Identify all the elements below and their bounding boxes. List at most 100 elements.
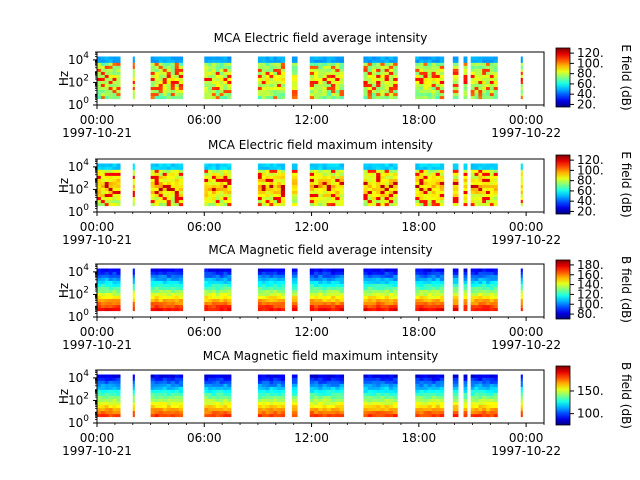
spectrogram-cell [257, 298, 263, 303]
spectrogram-cell [257, 392, 263, 396]
spectrogram-cell [269, 187, 274, 191]
spectrogram-cell [269, 196, 274, 201]
spectrogram-cell [439, 413, 445, 418]
spectrogram-cell [104, 184, 109, 188]
spectrogram-cell [208, 187, 213, 191]
spectrogram-cell [291, 184, 298, 188]
spectrogram-cell [520, 65, 523, 69]
spectrogram-cell [257, 193, 263, 198]
spectrogram-cell [150, 383, 155, 387]
spectrogram-cell [97, 274, 102, 278]
spectrogram-cell [463, 398, 468, 402]
spectrogram-cell [158, 395, 164, 399]
spectrogram-cell [380, 283, 385, 287]
spectrogram-cell [482, 68, 487, 72]
spectrogram-cell [158, 187, 164, 191]
spectrogram-cell [219, 298, 224, 303]
spectrogram-cell [423, 193, 428, 198]
spectrogram-cell [280, 202, 286, 207]
spectrogram-cell [520, 410, 523, 415]
panel-title: MCA Magnetic field maximum intensity [203, 349, 439, 363]
spectrogram-cell [154, 274, 159, 278]
spectrogram-cell [215, 392, 220, 396]
spectrogram-cell [112, 163, 117, 167]
spectrogram-cell [273, 304, 278, 309]
spectrogram-cell [326, 392, 332, 396]
spectrogram-cell [339, 380, 345, 384]
spectrogram-cell [318, 184, 323, 188]
spectrogram-cell [478, 407, 483, 412]
data-segment [520, 374, 523, 418]
y-tick-label: 102 [68, 285, 89, 301]
spectrogram-cell [482, 392, 487, 396]
spectrogram-cell [486, 71, 491, 75]
spectrogram-cell [384, 304, 390, 309]
spectrogram-cell [227, 301, 232, 306]
spectrogram-cell [363, 68, 368, 72]
spectrogram-cell [154, 283, 159, 287]
spectrogram-cell [520, 407, 523, 412]
spectrogram-cell [478, 62, 483, 66]
spectrogram-cell [384, 86, 390, 91]
spectrogram-cell [174, 383, 180, 387]
spectrogram-cell [219, 392, 224, 396]
spectrogram-cell [215, 398, 220, 402]
spectrogram-cell [415, 86, 420, 91]
y-axis-label: Hz [57, 283, 71, 298]
spectrogram-cell [489, 178, 494, 182]
spectrogram-cell [463, 377, 468, 381]
spectrogram-cell [273, 407, 278, 412]
spectrogram-cell [280, 169, 286, 173]
spectrogram-cell [318, 292, 323, 296]
spectrogram-cell [388, 59, 394, 63]
spectrogram-cell [178, 295, 184, 300]
spectrogram-cell [371, 184, 377, 188]
spectrogram-cell [223, 193, 228, 198]
spectrogram-cell [314, 386, 319, 390]
spectrogram-cell [384, 407, 390, 412]
data-segment [415, 268, 445, 312]
spectrogram-cell [331, 163, 336, 167]
spectrogram-cell [376, 74, 381, 78]
spectrogram-cell [435, 401, 441, 406]
spectrogram-cell [215, 292, 220, 296]
spectrogram-cell [478, 298, 483, 303]
spectrogram-cell [273, 196, 278, 201]
spectrogram-cell [482, 169, 487, 173]
spectrogram-cell [419, 71, 424, 75]
spectrogram-cell [166, 163, 172, 167]
spectrogram-cell [493, 187, 498, 191]
spectrogram-cell [431, 292, 436, 296]
spectrogram-cell [273, 169, 278, 173]
spectrogram-cell [108, 277, 113, 281]
spectrogram-cell [170, 172, 176, 176]
spectrogram-cell [219, 199, 224, 204]
spectrogram-cell [318, 374, 323, 378]
spectrogram-cell [257, 181, 263, 185]
spectrogram-cell [393, 377, 398, 381]
spectrogram-cell [314, 374, 319, 378]
spectrogram-cell [204, 277, 209, 281]
spectrogram-cell [116, 190, 121, 195]
spectrogram-cell [208, 68, 213, 72]
spectrogram-cell [100, 178, 106, 182]
spectrogram-cell [435, 193, 441, 198]
spectrogram-cell [219, 404, 224, 409]
spectrogram-cell [314, 199, 319, 204]
spectrogram-cell [257, 74, 263, 78]
spectrogram-cell [367, 271, 373, 275]
spectrogram-cell [493, 71, 498, 75]
spectrogram-cell [489, 410, 494, 415]
spectrogram-cell [388, 386, 394, 390]
spectrogram-cell [174, 392, 180, 396]
spectrogram-cell [380, 389, 385, 393]
colorbar-tick-label: 40. [577, 87, 596, 101]
spectrogram-cell [162, 407, 168, 412]
spectrogram-cell [211, 178, 217, 182]
spectrogram-cell [178, 92, 184, 97]
spectrogram-cell [431, 68, 436, 72]
spectrogram-cell [427, 398, 432, 402]
spectrogram-cell [393, 77, 398, 81]
spectrogram-cell [427, 196, 432, 201]
spectrogram-cell [174, 283, 180, 287]
